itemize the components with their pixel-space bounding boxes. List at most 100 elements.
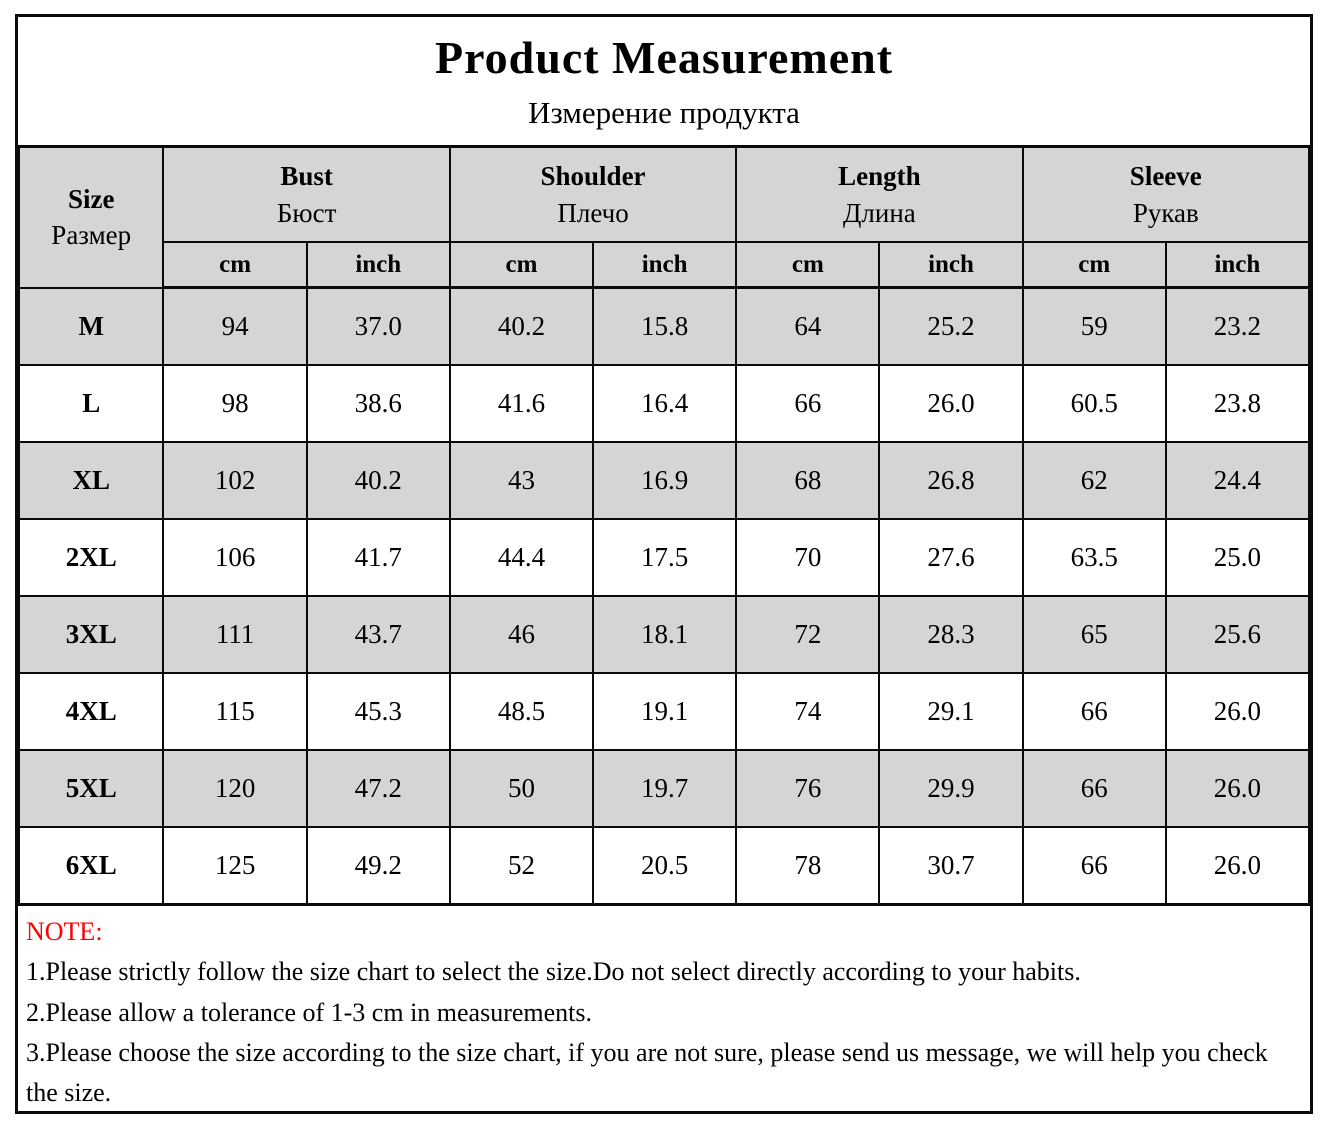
- unit-header-cm: cm: [1021, 241, 1167, 289]
- size-chart-table: Size Размер Bust Бюст Shoulder Плечо Len…: [18, 145, 1310, 906]
- measurement-value: 62: [1021, 441, 1167, 520]
- header-group-row: Size Размер Bust Бюст Shoulder Плечо Len…: [18, 145, 1310, 289]
- page-subtitle: Измерение продукта: [528, 94, 800, 130]
- measurement-value: 41.6: [448, 364, 595, 443]
- measurement-value: 40.2: [448, 286, 595, 366]
- shoulder-header-ru: Плечо: [557, 197, 629, 228]
- bust-header-en: Bust: [280, 161, 333, 192]
- unit-header-row: cm inch cm inch cm inch cm inch: [19, 241, 1310, 289]
- table-row: L 98 38.6 41.6 16.4 66 26.0 60.5 23.8: [18, 364, 1310, 443]
- table-row: 4XL 115 45.3 48.5 19.1 74 29.1 66 26.0: [18, 672, 1310, 751]
- bust-column-header: Bust Бюст: [162, 145, 451, 243]
- sleeve-header-en: Sleeve: [1129, 161, 1202, 192]
- measurement-value: 25.2: [878, 286, 1024, 366]
- measurement-value: 29.9: [878, 749, 1024, 828]
- length-header-en: Length: [838, 161, 921, 192]
- table-row: XL 102 40.2 43 16.9 68 26.8 62 24.4: [18, 441, 1310, 520]
- unit-header-inch: inch: [878, 241, 1024, 289]
- unit-header-cm: cm: [162, 241, 308, 289]
- measurement-value: 26.8: [878, 441, 1024, 520]
- note-label: NOTE:: [26, 917, 103, 946]
- length-column-header: Length Длина: [735, 145, 1024, 243]
- measurement-value: 25.0: [1164, 518, 1310, 597]
- measurement-value: 26.0: [1164, 749, 1310, 828]
- size-label: L: [18, 364, 165, 443]
- measurement-value: 16.4: [592, 364, 738, 443]
- measurement-value: 37.0: [305, 286, 451, 366]
- page-frame: Product Measurement Измерение продукта S…: [15, 14, 1313, 1114]
- measurement-value: 28.3: [878, 595, 1024, 674]
- measurement-value: 26.0: [1164, 826, 1310, 906]
- measurement-value: 74: [735, 672, 881, 751]
- size-header-ru: Размер: [51, 220, 132, 251]
- measurement-value: 20.5: [592, 826, 738, 906]
- measurement-value: 66: [735, 364, 881, 443]
- note-line-2: 2.Please allow a tolerance of 1-3 cm in …: [26, 997, 593, 1027]
- measurement-value: 26.0: [878, 364, 1024, 443]
- measurement-value: 43.7: [305, 595, 451, 674]
- measurement-value: 17.5: [592, 518, 738, 597]
- measurement-value: 43: [448, 441, 595, 520]
- shoulder-column-header: Shoulder Плечо: [448, 145, 738, 243]
- measurement-value: 25.6: [1164, 595, 1310, 674]
- measurement-value: 50: [448, 749, 595, 828]
- unit-header-inch: inch: [592, 241, 738, 289]
- measurement-value: 38.6: [305, 364, 451, 443]
- measurement-value: 70: [735, 518, 881, 597]
- measurement-value: 24.4: [1164, 441, 1310, 520]
- measurement-value: 125: [162, 826, 308, 906]
- size-label: 2XL: [18, 518, 165, 597]
- sleeve-header-ru: Рукав: [1132, 197, 1199, 228]
- unit-header-cm: cm: [735, 241, 881, 289]
- size-label: 5XL: [18, 749, 165, 828]
- length-header-ru: Длина: [843, 197, 916, 228]
- measurement-value: 68: [735, 441, 881, 520]
- measurement-value: 94: [162, 286, 308, 366]
- note-line-1: 1.Please strictly follow the size chart …: [26, 957, 1081, 987]
- size-label: XL: [18, 441, 165, 520]
- measurement-value: 29.1: [878, 672, 1024, 751]
- measurement-value: 23.8: [1164, 364, 1310, 443]
- measurement-value: 66: [1021, 826, 1167, 906]
- table-row: 2XL 106 41.7 44.4 17.5 70 27.6 63.5 25.0: [18, 518, 1310, 597]
- measurement-value: 102: [162, 441, 308, 520]
- measurement-value: 45.3: [305, 672, 451, 751]
- unit-header-inch: inch: [1164, 241, 1310, 289]
- unit-header-cm: cm: [448, 241, 595, 289]
- measurement-value: 111: [162, 595, 308, 674]
- measurement-value: 26.0: [1164, 672, 1310, 751]
- measurement-value: 64: [735, 286, 881, 366]
- measurement-value: 66: [1021, 749, 1167, 828]
- measurement-value: 66: [1021, 672, 1167, 751]
- table-row: M 94 37.0 40.2 15.8 64 25.2 59 23.2: [18, 286, 1310, 366]
- table-row: 3XL 111 43.7 46 18.1 72 28.3 65 25.6: [18, 595, 1310, 674]
- size-label: M: [18, 286, 165, 366]
- size-label: 4XL: [18, 672, 165, 751]
- measurement-value: 46: [448, 595, 595, 674]
- measurement-value: 106: [162, 518, 308, 597]
- measurement-value: 15.8: [592, 286, 738, 366]
- measurement-value: 115: [162, 672, 308, 751]
- measurement-value: 19.1: [592, 672, 738, 751]
- measurement-value: 78: [735, 826, 881, 906]
- measurement-value: 19.7: [592, 749, 738, 828]
- measurement-value: 63.5: [1021, 518, 1167, 597]
- measurement-value: 52: [448, 826, 595, 906]
- measurement-value: 49.2: [305, 826, 451, 906]
- measurement-value: 41.7: [305, 518, 451, 597]
- measurement-value: 65: [1021, 595, 1167, 674]
- measurement-value: 120: [162, 749, 308, 828]
- unit-header-inch: inch: [305, 241, 451, 289]
- measurement-value: 23.2: [1164, 286, 1310, 366]
- size-label: 3XL: [18, 595, 165, 674]
- sleeve-column-header: Sleeve Рукав: [1021, 145, 1310, 243]
- measurement-value: 30.7: [878, 826, 1024, 906]
- size-table-body: M 94 37.0 40.2 15.8 64 25.2 59 23.2 L 98 38.6 41.6 16…: [18, 286, 1310, 906]
- measurement-value: 40.2: [305, 441, 451, 520]
- size-label: 6XL: [18, 826, 165, 906]
- measurement-value: 27.6: [878, 518, 1024, 597]
- size-header-en: Size: [67, 183, 115, 214]
- measurement-value: 48.5: [448, 672, 595, 751]
- measurement-value: 16.9: [592, 441, 738, 520]
- table-row: 5XL 120 47.2 50 19.7 76 29.9 66 26.0: [18, 749, 1310, 828]
